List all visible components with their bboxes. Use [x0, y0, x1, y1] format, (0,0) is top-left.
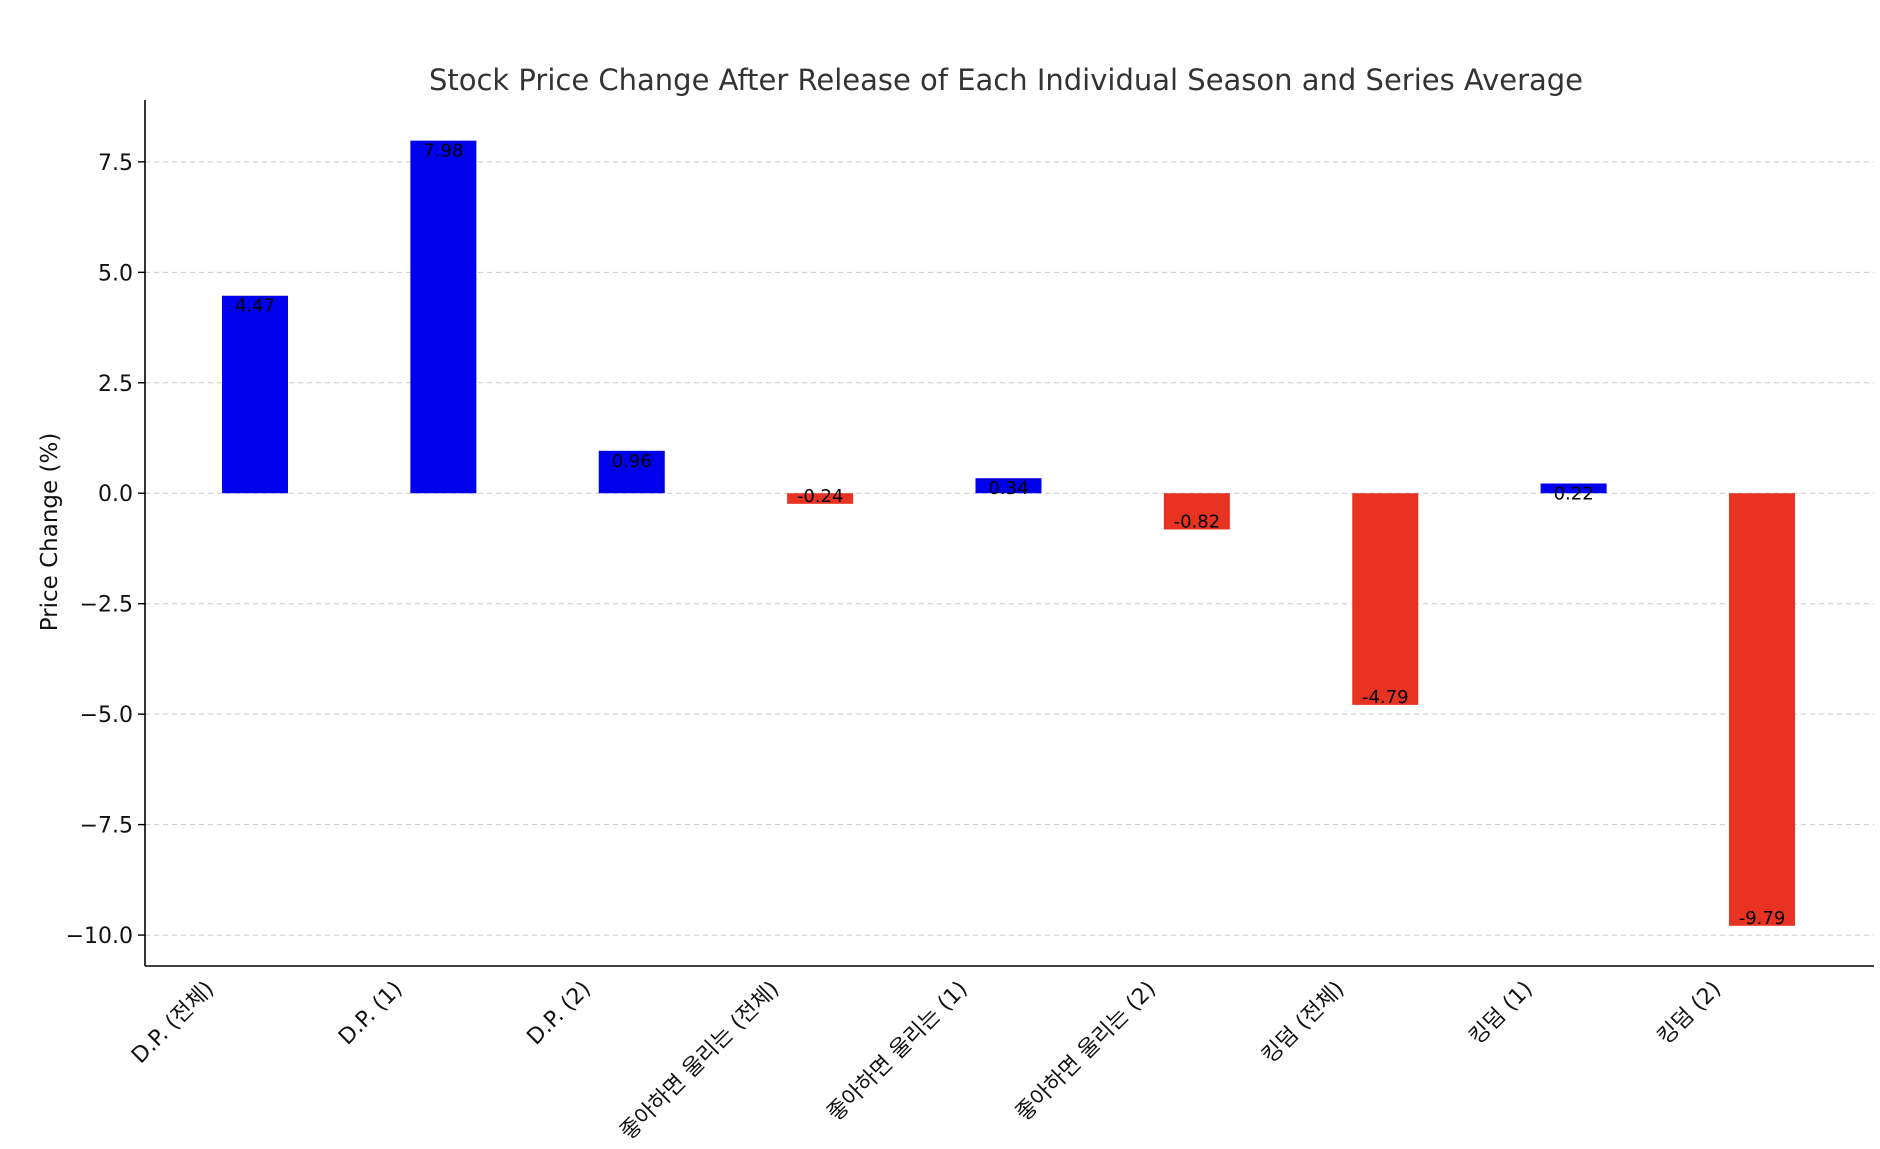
y-tick-label: 5.0: [98, 261, 133, 286]
bar: [1540, 483, 1607, 494]
x-tick-layer: D.P. (전체) D.P. (1) D.P. (2) 좋아하면 울리는 (전체) 좋아…: [127, 977, 1726, 1146]
bar: [410, 140, 477, 494]
bar-layer: [222, 140, 1795, 926]
y-tick-label: 7.5: [98, 151, 133, 176]
bar: [1163, 493, 1230, 530]
bar: [1729, 493, 1795, 926]
y-tick-label: −7.5: [80, 814, 133, 839]
data-label: 0.96: [612, 451, 652, 472]
data-label: -0.82: [1174, 511, 1221, 532]
data-label: -4.79: [1362, 687, 1409, 708]
bar: [787, 493, 854, 504]
data-label-layer: 4.47 7.98 0.96 -0.24 0.34 -0.82 -4.79 0.22 -9.79: [235, 141, 1785, 929]
bar: [1352, 493, 1419, 705]
x-tick-label: D.P. (전체): [127, 977, 219, 1069]
y-tick-label: −2.5: [80, 593, 133, 618]
y-tick-label: −5.0: [80, 703, 133, 728]
y-tick-layer: 7.5 5.0 2.5 0.0 −2.5 −5.0 −7.5 −10.0: [66, 151, 145, 949]
y-axis-title: Price Change (%): [37, 433, 63, 632]
y-tick-label: 2.5: [98, 372, 133, 397]
data-label: -0.24: [797, 486, 844, 507]
x-tick-label: 좋아하면 울리는 (전체): [616, 977, 785, 1144]
bar: [222, 295, 288, 494]
x-tick-label: 킹덤 (2): [1653, 977, 1726, 1050]
x-tick-label: 좋아하면 울리는 (2): [1011, 977, 1161, 1127]
y-tick-label: 0.0: [98, 482, 133, 507]
bar: [598, 450, 665, 494]
data-label: -9.79: [1739, 908, 1786, 929]
chart-title: Stock Price Change After Release of Each…: [429, 63, 1583, 97]
data-label: 0.34: [988, 478, 1028, 499]
x-tick-label: 킹덤 (1): [1465, 977, 1538, 1050]
y-tick-label: −10.0: [66, 924, 133, 949]
grid-layer: [145, 161, 1874, 936]
x-tick-label: 좋아하면 울리는 (1): [823, 977, 973, 1127]
x-tick-label: D.P. (2): [522, 977, 595, 1050]
axis-layer: [144, 100, 1874, 967]
data-label: 4.47: [235, 296, 275, 317]
x-tick-label: 킹덤 (전체): [1257, 977, 1349, 1069]
x-tick-label: D.P. (1): [334, 977, 407, 1050]
bar: [975, 478, 1042, 494]
data-label: 7.98: [423, 141, 463, 162]
data-label: 0.22: [1554, 484, 1594, 505]
